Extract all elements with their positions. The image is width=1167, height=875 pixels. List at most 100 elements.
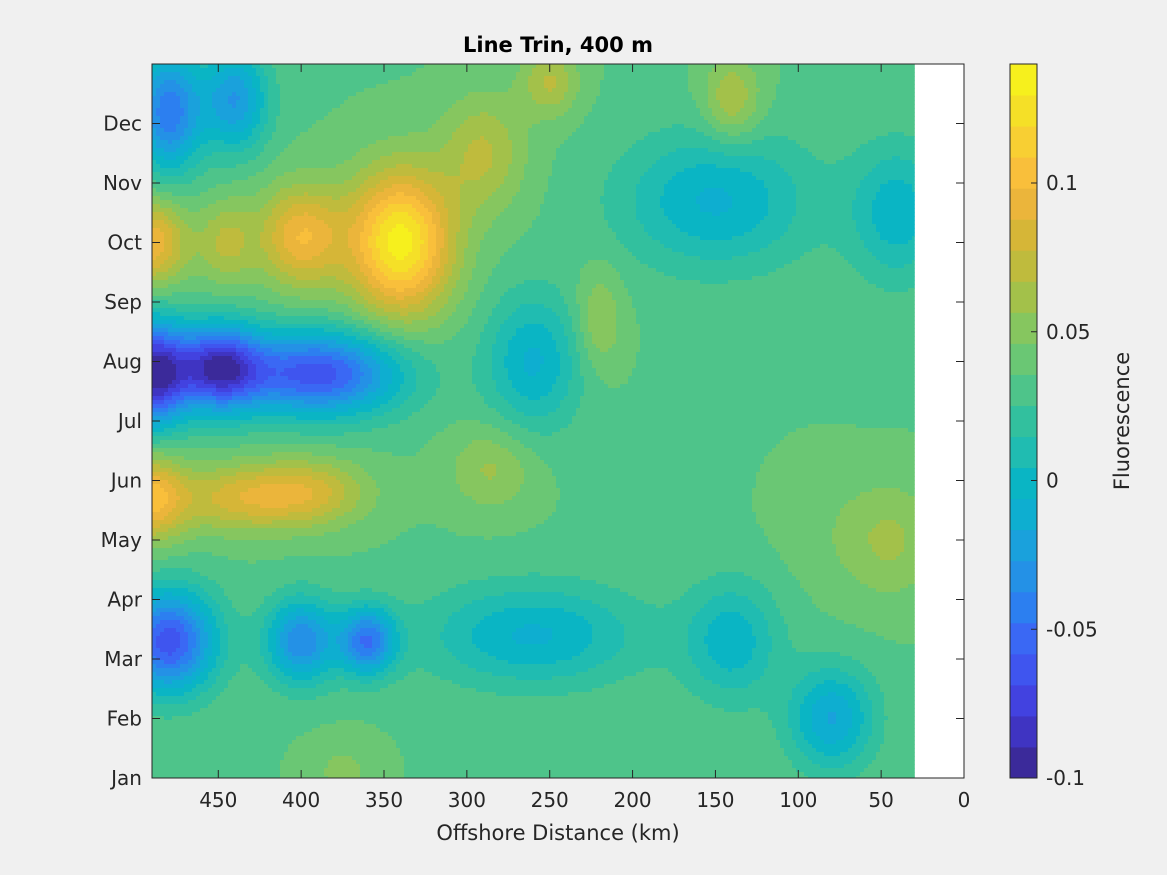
heatmap-cell <box>692 132 697 137</box>
heatmap-cell <box>832 156 837 161</box>
heatmap-cell <box>676 96 681 101</box>
heatmap-cell <box>472 112 477 117</box>
heatmap-cell <box>288 144 293 149</box>
heatmap-cell <box>684 124 689 129</box>
heatmap-cell <box>440 116 445 121</box>
heatmap-cell <box>232 164 237 169</box>
heatmap-cell <box>748 132 753 137</box>
heatmap-cell <box>300 80 305 85</box>
heatmap-cell <box>792 84 797 89</box>
heatmap-cell <box>592 148 597 153</box>
heatmap-cell <box>220 88 225 93</box>
heatmap-cell <box>196 76 201 81</box>
heatmap-cell <box>400 84 405 89</box>
heatmap-cell <box>380 100 385 105</box>
heatmap-cell <box>448 112 453 117</box>
heatmap-cell <box>208 148 213 153</box>
heatmap-cell <box>420 68 425 73</box>
heatmap-cell <box>804 132 809 137</box>
heatmap-cell <box>744 160 749 165</box>
heatmap-cell <box>336 136 341 141</box>
heatmap-cell <box>164 148 169 153</box>
heatmap-cell <box>296 152 301 157</box>
heatmap-cell <box>864 104 869 109</box>
heatmap-cell <box>504 88 509 93</box>
heatmap-cell <box>740 104 745 109</box>
heatmap-cell <box>288 68 293 73</box>
heatmap-cell <box>312 152 317 157</box>
heatmap-cell <box>492 140 497 145</box>
heatmap-cell <box>680 124 685 129</box>
heatmap-cell <box>412 88 417 93</box>
heatmap-cell <box>672 152 677 157</box>
heatmap-cell <box>368 72 373 77</box>
heatmap-cell <box>444 88 449 93</box>
heatmap-cell <box>352 120 357 125</box>
heatmap-cell <box>676 76 681 81</box>
heatmap-cell <box>176 100 181 105</box>
heatmap-cell <box>704 140 709 145</box>
heatmap-cell <box>516 128 521 133</box>
heatmap-cell <box>244 112 249 117</box>
heatmap-cell <box>460 68 465 73</box>
heatmap-cell <box>612 144 617 149</box>
heatmap-cell <box>852 96 857 101</box>
heatmap-cell <box>724 144 729 149</box>
heatmap-cell <box>516 152 521 157</box>
heatmap-cell <box>400 140 405 145</box>
heatmap-cell <box>428 100 433 105</box>
heatmap-cell <box>368 84 373 89</box>
heatmap-cell <box>244 84 249 89</box>
heatmap-cell <box>548 84 553 89</box>
heatmap-cell <box>164 132 169 137</box>
heatmap-cell <box>700 120 705 125</box>
heatmap-cell <box>240 108 245 113</box>
heatmap-cell <box>852 64 857 69</box>
heatmap-cell <box>392 144 397 149</box>
heatmap-cell <box>404 108 409 113</box>
heatmap-cell <box>912 104 915 109</box>
heatmap-cell <box>256 132 261 137</box>
heatmap-cell <box>860 152 865 157</box>
heatmap-cell <box>336 100 341 105</box>
heatmap-cell <box>772 64 777 69</box>
heatmap-cell <box>588 100 593 105</box>
heatmap-cell <box>848 88 853 93</box>
heatmap-cell <box>620 124 625 129</box>
heatmap-cell <box>168 132 173 137</box>
heatmap-cell <box>528 156 533 161</box>
heatmap-cell <box>428 164 433 169</box>
heatmap-cell <box>768 156 773 161</box>
heatmap-cell <box>772 116 777 121</box>
heatmap-cell <box>480 148 485 153</box>
heatmap-cell <box>516 132 521 137</box>
heatmap-cell <box>404 152 409 157</box>
heatmap-cell <box>432 132 437 137</box>
heatmap-cell <box>560 68 565 73</box>
heatmap-cell <box>772 132 777 137</box>
heatmap-cell <box>304 116 309 121</box>
heatmap-cell <box>152 84 157 89</box>
heatmap-cell <box>712 96 717 101</box>
heatmap-cell <box>348 120 353 125</box>
heatmap-cell <box>452 92 457 97</box>
heatmap-cell <box>464 96 469 101</box>
heatmap-cell <box>460 84 465 89</box>
heatmap-cell <box>392 116 397 121</box>
heatmap-cell <box>732 104 737 109</box>
heatmap-cell <box>824 136 829 141</box>
heatmap-cell <box>428 96 433 101</box>
heatmap-cell <box>828 164 833 169</box>
heatmap-cell <box>768 96 773 101</box>
heatmap-cell <box>208 88 213 93</box>
heatmap-cell <box>204 140 209 145</box>
heatmap-cell <box>888 128 893 133</box>
heatmap-cell <box>152 100 157 105</box>
heatmap-cell <box>288 80 293 85</box>
heatmap-cell <box>788 124 793 129</box>
heatmap-cell <box>172 124 177 129</box>
heatmap-cell <box>600 120 605 125</box>
heatmap-cell <box>608 124 613 129</box>
heatmap-cell <box>912 128 915 133</box>
heatmap-cell <box>360 140 365 145</box>
